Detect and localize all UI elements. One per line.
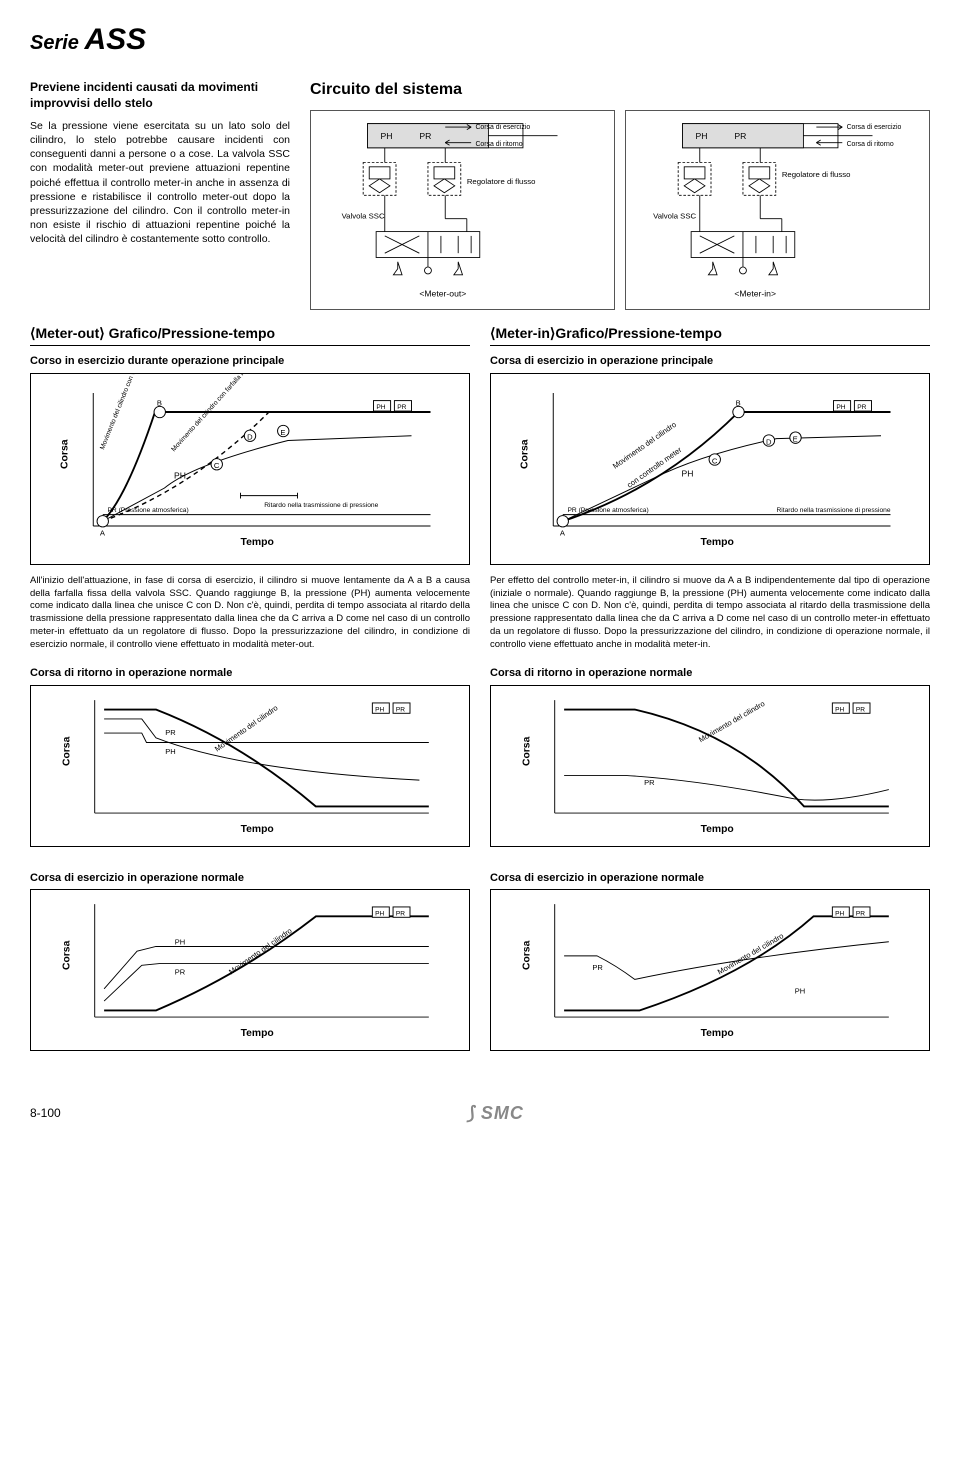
pr-label: PR — [419, 131, 431, 141]
svg-text:Tempo: Tempo — [701, 823, 734, 834]
svg-text:D: D — [247, 432, 253, 441]
meter-in-heading: ⟨Meter-in⟩Grafico/Pressione-tempo — [490, 324, 930, 346]
svg-text:PH: PH — [174, 470, 186, 480]
svg-text:A: A — [560, 528, 566, 537]
meter-in-chart1: Corsa Tempo PH PR (Pressione atmosferica… — [490, 373, 930, 565]
svg-text:PH: PH — [835, 706, 844, 713]
svg-text:E: E — [793, 434, 798, 443]
chart-title: Corsa di ritorno in operazione normale — [30, 666, 470, 681]
svg-text:PR: PR — [592, 963, 603, 972]
svg-text:Corsa di ritorno: Corsa di ritorno — [847, 141, 894, 148]
chart-title: Corsa di ritorno in operazione normale — [490, 666, 930, 681]
svg-text:<Meter-out>: <Meter-out> — [419, 288, 466, 298]
svg-text:Tempo: Tempo — [241, 1028, 274, 1039]
schematic-meter-out: PH PR Corsa di esercizio Corsa di ritorn… — [310, 110, 615, 310]
svg-text:Tempo: Tempo — [241, 823, 274, 834]
svg-text:PH: PH — [682, 468, 694, 478]
chart-title: Corsa di esercizio in operazione princip… — [490, 354, 930, 369]
svg-text:Tempo: Tempo — [701, 1028, 734, 1039]
system-column: Circuito del sistema PH PR Corsa di eser… — [310, 79, 930, 311]
svg-text:Valvola SSC: Valvola SSC — [653, 212, 696, 221]
chart-title: Corsa di esercizio in operazione normale — [30, 871, 470, 886]
series-title: Serie ASS — [30, 20, 930, 61]
svg-text:PH: PH — [376, 404, 385, 411]
system-title: Circuito del sistema — [310, 79, 930, 101]
chart-title: Corso in esercizio durante operazione pr… — [30, 354, 470, 369]
svg-text:PR: PR — [165, 727, 176, 736]
svg-text:PR: PR — [734, 131, 746, 141]
meter-in-column: ⟨Meter-in⟩Grafico/Pressione-tempo Corsa … — [490, 324, 930, 575]
page-number: 8-100 — [30, 1105, 61, 1121]
svg-text:Corsa: Corsa — [521, 736, 532, 766]
series-name: ASS — [85, 23, 147, 56]
meter-out-chart2: Corsa Tempo PR PH Movimento del cilindro… — [30, 685, 470, 847]
svg-text:Regolatore di flusso: Regolatore di flusso — [782, 170, 851, 179]
svg-text:PR: PR — [396, 911, 405, 918]
svg-text:Movimento del cilindro con val: Movimento del cilindro con valvola SSC — [99, 374, 149, 451]
svg-text:PH: PH — [835, 911, 844, 918]
intro-column: Previene incidenti causati da movimenti … — [30, 79, 290, 311]
svg-text:PR: PR — [175, 968, 186, 977]
svg-text:PH: PH — [165, 746, 175, 755]
svg-text:Corsa: Corsa — [520, 439, 531, 469]
svg-text:Movimento del cilindro: Movimento del cilindro — [716, 932, 785, 977]
svg-text:Corsa di esercizio: Corsa di esercizio — [475, 124, 530, 131]
svg-text:D: D — [766, 437, 772, 446]
svg-text:PR: PR — [397, 404, 406, 411]
svg-text:Ritardo nella trasmissione di: Ritardo nella trasmissione di pressione — [777, 507, 891, 514]
chart-title: Corsa di esercizio in operazione normale — [490, 871, 930, 886]
svg-text:Tempo: Tempo — [701, 537, 734, 548]
svg-text:PH: PH — [175, 938, 185, 947]
intro-heading: Previene incidenti causati da movimenti … — [30, 79, 290, 111]
svg-text:Corsa: Corsa — [521, 941, 532, 971]
svg-text:Tempo: Tempo — [241, 537, 274, 548]
svg-text:Corsa: Corsa — [61, 941, 72, 971]
svg-text:Movimento del cilindro: Movimento del cilindro — [213, 703, 279, 753]
svg-text:B: B — [736, 398, 741, 407]
svg-text:Corsa di ritorno: Corsa di ritorno — [475, 141, 522, 148]
svg-text:B: B — [157, 398, 162, 407]
svg-text:Ritardo nella trasmissione di: Ritardo nella trasmissione di pressione — [264, 502, 378, 509]
svg-text:C: C — [214, 461, 220, 470]
series-prefix: Serie — [30, 32, 79, 54]
svg-text:E: E — [280, 428, 285, 437]
intro-body: Se la pressione viene esercitata su un l… — [30, 119, 290, 247]
svg-text:Movimento del cilindro: Movimento del cilindro — [697, 699, 766, 744]
logo: ⟆ SMC — [61, 1101, 930, 1125]
svg-text:Corsa di esercizio: Corsa di esercizio — [847, 124, 902, 131]
svg-text:<Meter-in>: <Meter-in> — [734, 288, 776, 298]
svg-text:Valvola SSC: Valvola SSC — [342, 212, 385, 221]
svg-text:PR (Pressione atmosferica): PR (Pressione atmosferica) — [108, 507, 189, 514]
svg-text:PR: PR — [856, 706, 865, 713]
svg-text:PR (Pressione atmosferica): PR (Pressione atmosferica) — [568, 507, 649, 514]
svg-text:A: A — [100, 528, 106, 537]
page-footer: 8-100 ⟆ SMC — [30, 1101, 930, 1125]
ph-label: PH — [380, 131, 392, 141]
svg-text:PR: PR — [644, 777, 655, 786]
meter-out-column: ⟨Meter-out⟩ Grafico/Pressione-tempo Cors… — [30, 324, 470, 575]
svg-text:PR: PR — [856, 911, 865, 918]
svg-text:PR: PR — [857, 404, 866, 411]
svg-text:Movimento del cilindro: Movimento del cilindro — [227, 926, 293, 976]
svg-text:PH: PH — [695, 131, 707, 141]
svg-text:Movimento del cilindro con far: Movimento del cilindro con farfalla fiss… — [170, 374, 253, 453]
svg-text:PH: PH — [375, 911, 384, 918]
svg-text:Regolatore di flusso: Regolatore di flusso — [467, 177, 536, 186]
svg-text:PR: PR — [396, 706, 405, 713]
meter-out-chart1: Corsa Tempo PH PR (Pressione atmosferica… — [30, 373, 470, 565]
svg-text:PH: PH — [795, 987, 805, 996]
svg-text:PH: PH — [836, 404, 845, 411]
meter-in-explain: Per effetto del controllo meter-in, il c… — [490, 575, 930, 652]
svg-text:Corsa: Corsa — [60, 439, 71, 469]
svg-text:C: C — [712, 456, 718, 465]
meter-out-explain: All'inizio dell'attuazione, in fase di c… — [30, 575, 470, 652]
meter-out-chart3: Corsa Tempo PH PR Movimento del cilindro… — [30, 889, 470, 1051]
svg-text:Corsa: Corsa — [61, 736, 72, 766]
meter-in-chart2: Corsa Tempo PR Movimento del cilindro PH… — [490, 685, 930, 847]
schematic-meter-in: PH PR Corsa di esercizio Corsa di ritorn… — [625, 110, 930, 310]
meter-out-heading: ⟨Meter-out⟩ Grafico/Pressione-tempo — [30, 324, 470, 346]
svg-text:PH: PH — [375, 706, 384, 713]
meter-in-chart3: Corsa Tempo PR PH Movimento del cilindro… — [490, 889, 930, 1051]
